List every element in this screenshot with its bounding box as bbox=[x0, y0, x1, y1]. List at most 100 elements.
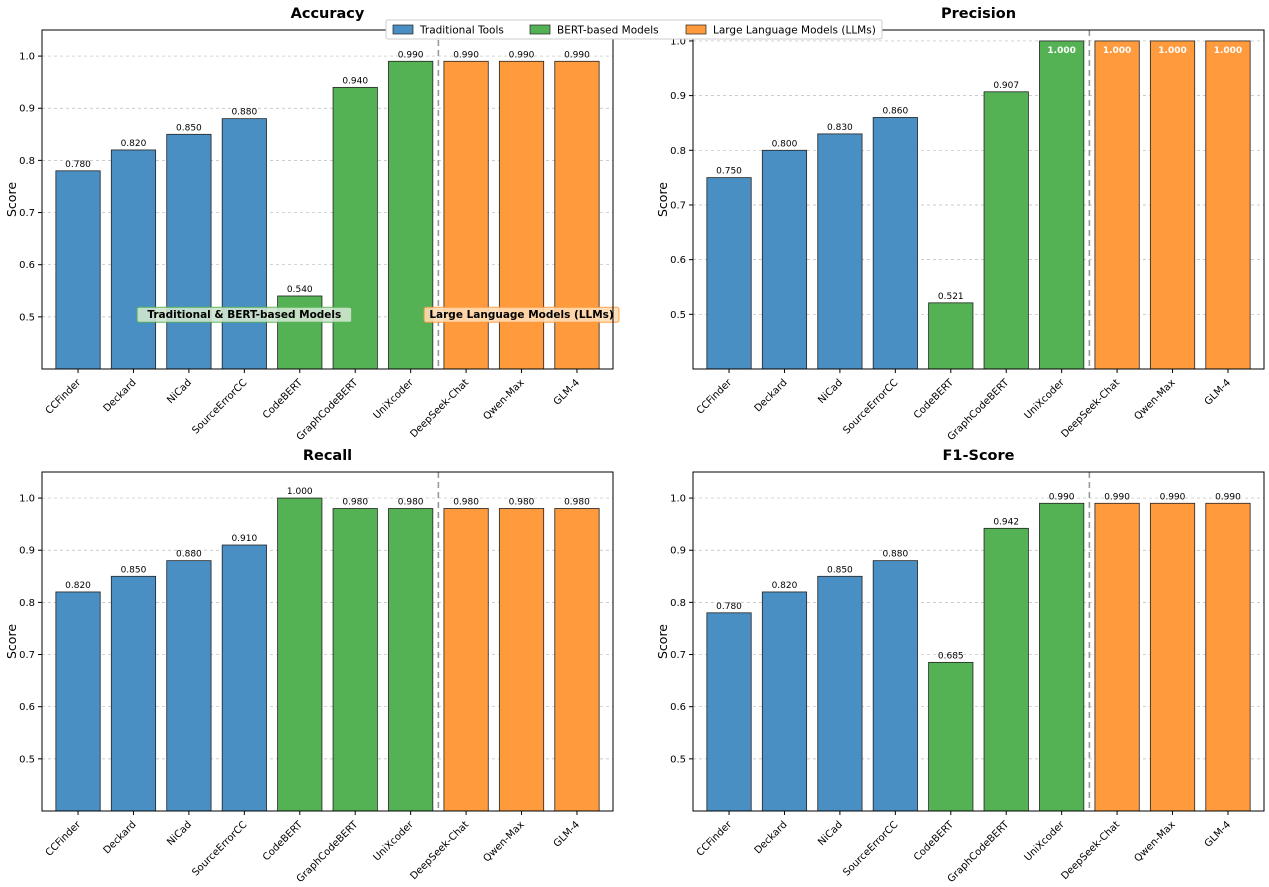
bar-value-label: 0.990 bbox=[564, 50, 590, 60]
bar-value-label: 0.980 bbox=[398, 498, 424, 508]
bar-sourceerrorcc bbox=[221, 118, 267, 370]
chart-panel-precision: 0.5 0.6 0.7 0.8 0.9 1.0 0.750 CCFinder 0.800 Deck… bbox=[655, 6, 1265, 443]
x-tick-label: Qwen-Max bbox=[1133, 377, 1178, 422]
x-tick-label: SourceErrorCC bbox=[190, 377, 249, 436]
chart-title: Precision bbox=[941, 6, 1016, 22]
x-tick-label: CCFinder bbox=[695, 819, 735, 859]
x-tick-label: SourceErrorCC bbox=[190, 819, 249, 878]
bar-codebert bbox=[277, 497, 323, 812]
bar-value-label: 0.942 bbox=[993, 517, 1019, 527]
axes-frame bbox=[692, 29, 1265, 370]
bar-value-label: 0.990 bbox=[1215, 492, 1241, 502]
x-tick-label: GraphCodeBERT bbox=[946, 377, 1012, 443]
y-tick-label: 0.6 bbox=[670, 255, 686, 266]
y-tick-label: 0.7 bbox=[670, 650, 686, 661]
y-tick-label: 0.5 bbox=[670, 754, 686, 765]
y-tick-label: 1.0 bbox=[670, 36, 686, 47]
y-tick-label: 0.7 bbox=[670, 200, 686, 211]
bar-value-label: 0.750 bbox=[716, 167, 742, 177]
y-tick-label: 0.9 bbox=[670, 546, 686, 557]
chart-panels: 0.5 0.6 0.7 0.8 0.9 1.0 0.780 CCFinder 0.820 Deck… bbox=[4, 6, 1265, 885]
bar-nicad bbox=[166, 133, 212, 370]
bar-value-label: 0.540 bbox=[287, 285, 313, 295]
chart-legend: Traditional Tools BERT-based Models Large … bbox=[385, 19, 883, 40]
bar-qwen-max bbox=[1149, 40, 1196, 370]
y-tick-label: 0.6 bbox=[19, 702, 35, 713]
legend-swatch bbox=[685, 24, 707, 35]
y-tick-label: 1.0 bbox=[670, 494, 686, 505]
y-tick-label: 0.5 bbox=[19, 754, 35, 765]
legend-label: Traditional Tools bbox=[419, 25, 504, 37]
x-tick-label: CodeBERT bbox=[261, 819, 306, 864]
y-tick-label: 0.5 bbox=[19, 312, 35, 323]
bar-qwen-max bbox=[1149, 502, 1196, 812]
x-tick-label: SourceErrorCC bbox=[841, 377, 900, 436]
y-tick-label: 0.6 bbox=[670, 702, 686, 713]
bar-glm-4 bbox=[554, 60, 600, 370]
chart-title: F1-Score bbox=[943, 448, 1015, 464]
y-tick-label: 1.0 bbox=[19, 52, 35, 63]
x-tick-label: Qwen-Max bbox=[482, 819, 527, 864]
y-axis-label: Score bbox=[655, 624, 670, 659]
bar-unixcoder bbox=[1039, 502, 1085, 812]
bar-value-label: 1.000 bbox=[1158, 46, 1186, 56]
bar-deckard bbox=[110, 575, 157, 812]
x-tick-label: UniXcoder bbox=[372, 377, 417, 422]
x-tick-label: CodeBERT bbox=[261, 377, 306, 422]
x-tick-label: DeepSeek-Chat bbox=[1059, 377, 1122, 440]
bar-value-label: 0.860 bbox=[882, 106, 908, 116]
chart-panel-accuracy: 0.5 0.6 0.7 0.8 0.9 1.0 0.780 CCFinder 0.820 Deck… bbox=[4, 6, 620, 443]
axes-frame bbox=[41, 471, 614, 812]
x-tick-label: NiCad bbox=[816, 377, 845, 406]
bar-value-label: 0.980 bbox=[453, 498, 479, 508]
x-tick-label: DeepSeek-Chat bbox=[408, 819, 471, 882]
y-tick-label: 0.8 bbox=[670, 598, 686, 609]
bar-value-label: 1.000 bbox=[1214, 46, 1242, 56]
y-axis-label: Score bbox=[655, 182, 670, 217]
legend-label: Large Language Models (LLMs) bbox=[713, 25, 876, 37]
annotation-box bbox=[423, 306, 620, 323]
bar-value-label: 0.990 bbox=[453, 50, 479, 60]
x-tick-label: Deckard bbox=[753, 377, 790, 414]
y-axis-label: Score bbox=[4, 624, 19, 659]
y-tick-label: 0.8 bbox=[19, 598, 35, 609]
axes-frame bbox=[41, 29, 614, 370]
bar-codebert bbox=[928, 302, 974, 370]
bar-value-label: 0.830 bbox=[827, 123, 853, 133]
bar-unixcoder bbox=[388, 508, 434, 812]
bar-deepseek-chat bbox=[443, 60, 489, 370]
bar-value-label: 0.940 bbox=[342, 76, 368, 86]
bar-glm-4 bbox=[1205, 40, 1251, 370]
x-tick-label: CodeBERT bbox=[912, 819, 957, 864]
legend-swatch bbox=[529, 24, 551, 35]
chart-title: Recall bbox=[303, 448, 352, 464]
bar-value-label: 0.990 bbox=[1160, 492, 1186, 502]
bar-sourceerrorcc bbox=[221, 544, 267, 812]
bar-value-label: 0.880 bbox=[176, 550, 202, 560]
bar-ccfinder bbox=[706, 177, 752, 370]
bar-unixcoder bbox=[1039, 40, 1085, 370]
x-tick-label: GLM-4 bbox=[552, 819, 582, 849]
bar-value-label: 0.800 bbox=[772, 139, 798, 149]
annotation-traditional-bert: Traditional & BERT-based Models bbox=[147, 309, 341, 321]
x-tick-label: DeepSeek-Chat bbox=[408, 377, 471, 440]
bar-graphcodebert bbox=[983, 527, 1029, 812]
y-tick-label: 0.5 bbox=[670, 310, 686, 321]
bar-value-label: 0.990 bbox=[1049, 492, 1075, 502]
annotation-box bbox=[136, 306, 353, 323]
y-tick-label: 0.6 bbox=[19, 260, 35, 271]
bar-qwen-max bbox=[498, 508, 545, 812]
bar-graphcodebert bbox=[332, 86, 378, 370]
x-tick-label: GraphCodeBERT bbox=[295, 377, 361, 443]
legend-box bbox=[385, 19, 883, 40]
x-tick-label: Deckard bbox=[102, 377, 139, 414]
bar-value-label: 0.850 bbox=[121, 565, 147, 575]
bar-deepseek-chat bbox=[443, 508, 489, 812]
x-tick-label: GLM-4 bbox=[1203, 377, 1233, 407]
bar-value-label: 0.820 bbox=[772, 581, 798, 591]
bar-value-label: 0.880 bbox=[231, 108, 257, 118]
bar-graphcodebert bbox=[983, 91, 1029, 370]
x-tick-label: NiCad bbox=[816, 819, 845, 848]
y-tick-label: 0.9 bbox=[670, 91, 686, 102]
y-tick-label: 0.9 bbox=[19, 546, 35, 557]
